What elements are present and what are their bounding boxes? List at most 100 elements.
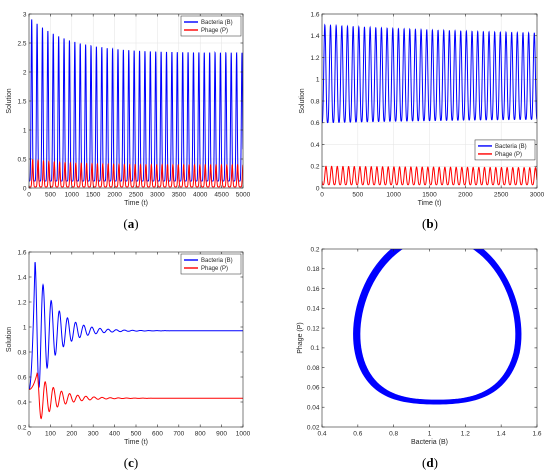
x-tick-label-c-10: 1000 xyxy=(236,431,251,438)
x-tick-label-a-10: 5000 xyxy=(236,192,251,199)
y-tick-label-c-4: 1 xyxy=(23,324,27,331)
x-tick-label-c-2: 200 xyxy=(66,431,77,438)
legend-box-a xyxy=(180,15,242,37)
x-tick-label-d-4: 1.2 xyxy=(461,431,470,438)
x-tick-label-b-3: 1500 xyxy=(422,192,437,199)
y-axis-label-d: Phage (P) xyxy=(297,322,304,354)
y-tick-label-b-6: 1.2 xyxy=(310,55,319,62)
y-tick-label-b-3: 0.6 xyxy=(310,120,319,127)
x-axis-label-d: Bacteria (B) xyxy=(411,439,448,446)
x-tick-label-d-1: 0.6 xyxy=(353,431,362,438)
x-tick-label-a-8: 4000 xyxy=(193,192,208,199)
series-line-b-0 xyxy=(322,23,537,124)
x-tick-label-b-1: 500 xyxy=(352,192,363,199)
y-tick-label-c-1: 0.4 xyxy=(17,399,26,406)
legend-box-b xyxy=(474,139,536,161)
y-tick-label-d-7: 0.16 xyxy=(307,286,320,293)
legend-label-c-1: Phage (P) xyxy=(201,266,228,272)
y-tick-label-a-0: 0 xyxy=(23,185,27,192)
legend-label-b-1: Phage (P) xyxy=(495,152,522,158)
legend-label-b-0: Bacteria (B) xyxy=(495,144,527,150)
y-tick-label-a-6: 3 xyxy=(23,11,27,18)
series-line-a-1 xyxy=(29,158,243,188)
caption-a: (a) xyxy=(123,216,138,231)
series-line-b-1 xyxy=(322,165,537,186)
y-tick-label-d-2: 0.06 xyxy=(307,385,320,392)
y-tick-label-c-7: 1.6 xyxy=(17,249,26,256)
x-tick-label-c-8: 800 xyxy=(195,431,206,438)
y-tick-label-a-5: 2.5 xyxy=(17,40,26,47)
y-tick-label-d-5: 0.12 xyxy=(307,325,320,332)
series-line-d-0 xyxy=(353,249,522,405)
y-tick-label-d-3: 0.08 xyxy=(307,365,320,372)
y-tick-label-d-1: 0.04 xyxy=(307,405,320,412)
x-tick-label-a-5: 2500 xyxy=(129,192,144,199)
x-tick-label-a-2: 1000 xyxy=(65,192,80,199)
x-tick-label-c-3: 300 xyxy=(88,431,99,438)
x-tick-label-d-2: 0.8 xyxy=(389,431,398,438)
series-line-c-0 xyxy=(29,262,243,390)
x-tick-label-d-0: 0.4 xyxy=(317,431,326,438)
caption-d: (d) xyxy=(422,455,438,470)
x-tick-label-b-0: 0 xyxy=(320,192,324,199)
chart-panel-c: 0 100 200 300 400 500 600 700 800 900 1000 0.2 0.4 0.… xyxy=(6,249,251,446)
y-tick-label-a-4: 2 xyxy=(23,69,27,76)
y-tick-label-a-3: 1.5 xyxy=(17,98,26,105)
x-axis-label-b: Time (t) xyxy=(418,200,442,207)
y-tick-label-d-4: 0.1 xyxy=(310,345,319,352)
x-tick-label-a-4: 2000 xyxy=(107,192,122,199)
x-tick-label-a-0: 0 xyxy=(27,192,31,199)
x-tick-label-b-2: 1000 xyxy=(386,192,401,199)
x-tick-label-b-6: 3000 xyxy=(530,192,545,199)
y-tick-label-b-5: 1 xyxy=(316,77,320,84)
y-tick-label-b-8: 1.6 xyxy=(310,11,319,18)
y-tick-label-d-6: 0.14 xyxy=(307,306,320,313)
x-axis-label-a: Time (t) xyxy=(124,200,148,207)
y-tick-label-b-7: 1.4 xyxy=(310,33,319,40)
chart-panel-a: 0 500 1000 1500 2000 2500 3000 3500 4000 4500 5000… xyxy=(6,11,251,207)
x-tick-label-c-7: 700 xyxy=(173,431,184,438)
y-tick-label-b-2: 0.4 xyxy=(310,142,319,149)
plot-area-c xyxy=(29,252,243,427)
x-tick-label-d-6: 1.6 xyxy=(532,431,541,438)
x-tick-label-b-4: 2000 xyxy=(458,192,473,199)
y-tick-label-c-5: 1.2 xyxy=(17,299,26,306)
x-tick-label-a-3: 1500 xyxy=(86,192,101,199)
y-tick-label-c-2: 0.6 xyxy=(17,374,26,381)
x-tick-label-c-0: 0 xyxy=(27,431,31,438)
x-tick-label-a-1: 500 xyxy=(45,192,56,199)
y-tick-label-d-9: 0.2 xyxy=(310,246,319,253)
chart-panel-d: 0.4 0.6 0.8 1 1.2 1.4 1.6 0.02 0.04 0.06 0.08 0.1 0.… xyxy=(297,246,542,446)
y-tick-label-a-1: 0.5 xyxy=(17,156,26,163)
series-line-c-1 xyxy=(29,372,243,420)
x-tick-label-d-3: 1 xyxy=(428,431,432,438)
legend-label-a-0: Bacteria (B) xyxy=(201,20,233,26)
y-tick-label-d-0: 0.02 xyxy=(307,424,320,431)
x-axis-label-c: Time (t) xyxy=(124,439,148,446)
x-tick-label-a-9: 4500 xyxy=(214,192,229,199)
y-axis-label-b: Solution xyxy=(299,88,306,113)
y-axis-label-a: Solution xyxy=(6,88,13,113)
x-tick-label-b-5: 2500 xyxy=(494,192,509,199)
x-tick-label-c-9: 900 xyxy=(216,431,227,438)
x-tick-label-c-5: 500 xyxy=(131,431,142,438)
y-tick-label-c-0: 0.2 xyxy=(17,424,26,431)
y-tick-label-b-1: 0.2 xyxy=(310,164,319,171)
x-tick-label-a-6: 3000 xyxy=(150,192,165,199)
y-tick-label-a-2: 1 xyxy=(23,127,27,134)
legend-label-c-0: Bacteria (B) xyxy=(201,258,233,264)
chart-panel-b: 0 500 1000 1500 2000 2500 3000 0 0.2 0.4 0.6 0.8 1 1.… xyxy=(299,11,545,207)
x-tick-label-d-5: 1.4 xyxy=(497,431,506,438)
x-tick-label-c-1: 100 xyxy=(45,431,56,438)
y-tick-label-d-8: 0.18 xyxy=(307,266,320,273)
y-tick-label-b-4: 0.8 xyxy=(310,98,319,105)
y-tick-label-b-0: 0 xyxy=(316,185,320,192)
legend-box-c xyxy=(180,253,242,275)
y-axis-label-c: Solution xyxy=(6,327,13,352)
y-tick-label-c-3: 0.8 xyxy=(17,349,26,356)
caption-c: (c) xyxy=(124,455,138,470)
legend-label-a-1: Phage (P) xyxy=(201,28,228,34)
y-tick-label-c-6: 1.4 xyxy=(17,274,26,281)
x-tick-label-c-6: 600 xyxy=(152,431,163,438)
